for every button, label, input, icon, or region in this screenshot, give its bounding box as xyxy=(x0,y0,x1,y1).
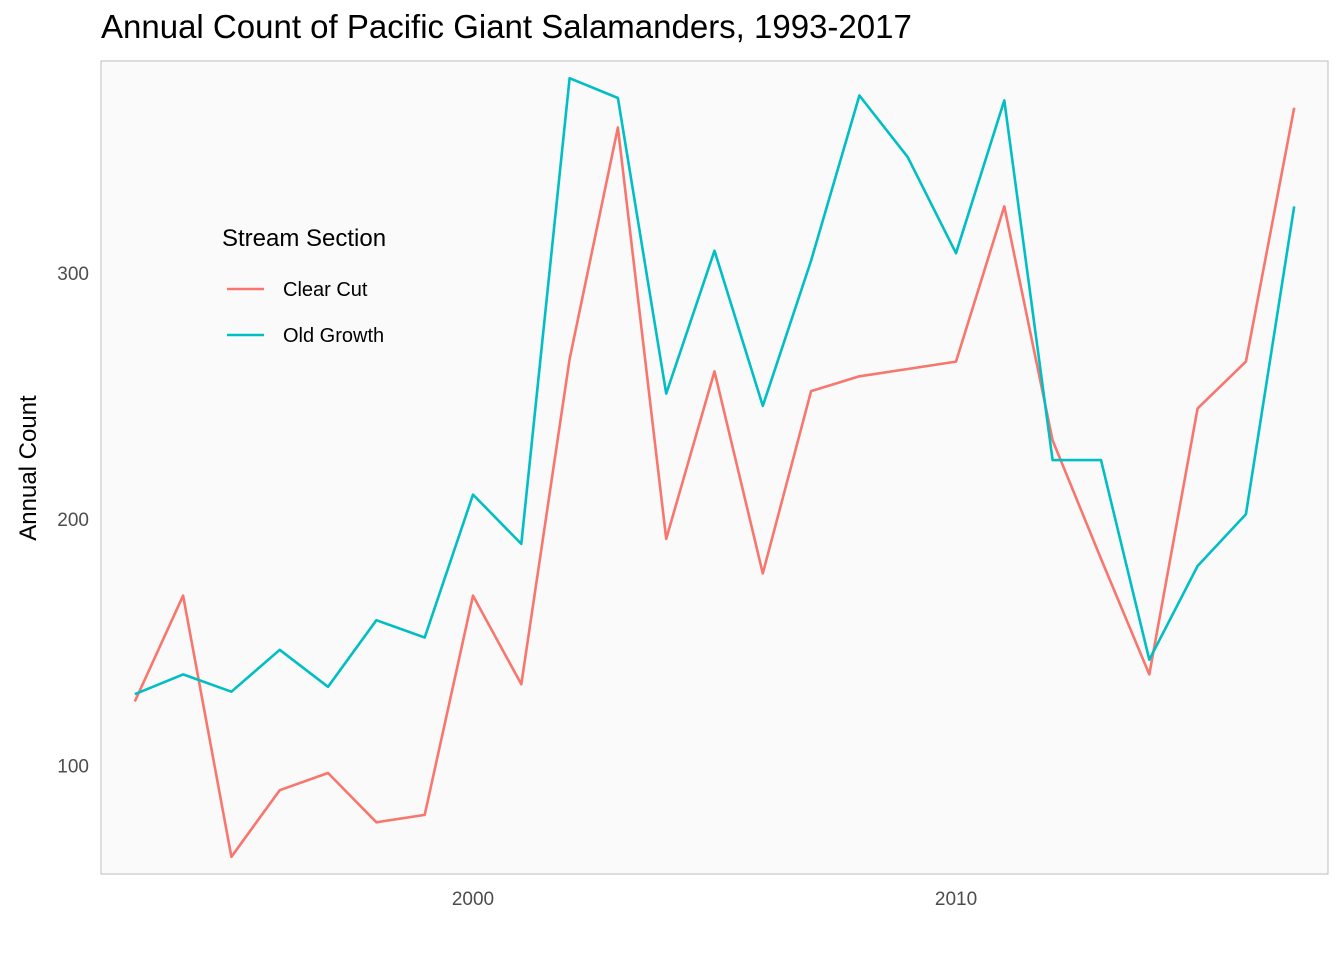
series-lines xyxy=(133,76,1296,859)
plot-panel xyxy=(100,60,1329,875)
y-tick-label: 100 xyxy=(57,757,89,778)
legend-label-old-growth: Old Growth xyxy=(283,325,384,347)
legend-label-clear-cut: Clear Cut xyxy=(283,279,368,301)
y-axis-label: Annual Count xyxy=(15,395,42,541)
legend-title: Stream Section xyxy=(222,225,386,252)
chart-title: Annual Count of Pacific Giant Salamander… xyxy=(101,8,912,45)
series-line-old-growth xyxy=(134,76,1296,696)
series-line-clear-cut xyxy=(133,107,1296,859)
y-tick-label: 300 xyxy=(57,264,89,285)
legend: Stream Section Clear Cut Old Growth xyxy=(222,225,386,347)
y-ticks: 100 200 300 xyxy=(57,264,89,778)
x-ticks: 2000 2010 xyxy=(452,889,977,910)
x-tick-label: 2000 xyxy=(452,889,494,910)
x-tick-label: 2010 xyxy=(935,889,977,910)
y-tick-label: 200 xyxy=(57,510,89,531)
